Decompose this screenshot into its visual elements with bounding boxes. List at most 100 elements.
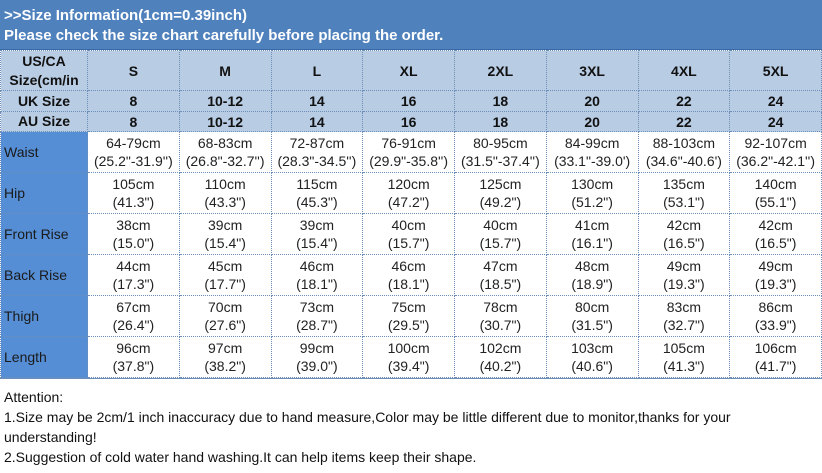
inch-value: (39.0") — [296, 358, 338, 374]
cm-value: 80cm — [575, 299, 610, 315]
measurement-cell: 80-95cm (31.5"-37.4'') — [454, 131, 547, 173]
cm-value: 38cm — [116, 217, 151, 233]
measurement-cell: 76-91cm (29.9"-35.8'') — [362, 131, 455, 173]
cm-value: 42cm — [758, 217, 793, 233]
measurement-cell: 110cm (43.3") — [178, 172, 272, 214]
measurement-row: Thigh 67cm (26.4") 70cm (27.6") 73cm (28.7") 75… — [0, 295, 822, 337]
cm-value: 42cm — [666, 217, 701, 233]
measurement-cell: 78cm (30.7") — [454, 295, 547, 337]
note-line: 2.Suggestion of cold water hand washing.… — [4, 449, 477, 465]
measurement-cell: 42cm (16.5") — [729, 213, 822, 255]
cm-value: 105cm — [112, 176, 155, 192]
cm-value: 39cm — [208, 217, 243, 233]
inch-value: (29.9"-35.8'') — [369, 153, 449, 169]
measurement-row: Back Rise 44cm (17.3") 45cm (17.7") 46cm (18.1… — [0, 254, 822, 296]
inch-value: (37.8") — [112, 358, 155, 374]
measurement-cell: 115cm (45.3") — [270, 172, 364, 214]
cm-value: 92-107cm — [744, 135, 807, 151]
inch-value: (38.2") — [204, 358, 246, 374]
size-cell: 18 — [454, 111, 547, 132]
size-cell: L — [270, 50, 364, 91]
cm-value: 102cm — [479, 340, 522, 356]
measurement-cell: 40cm (15.7") — [362, 213, 455, 255]
inch-value: (34.6"-40.6') — [645, 153, 722, 169]
measurement-label: Hip — [0, 172, 88, 214]
cm-value: 70cm — [208, 299, 243, 315]
measurement-cell: 67cm (26.4") — [87, 295, 180, 337]
cm-value: 75cm — [391, 299, 426, 315]
measurement-cell: 102cm (40.2") — [454, 336, 547, 378]
inch-value: (29.5") — [387, 317, 430, 333]
cm-value: 83cm — [666, 299, 701, 315]
inch-value: (18.1") — [387, 276, 430, 292]
inch-value: (36.2"-42.1'') — [736, 153, 816, 169]
size-cell: 5XL — [729, 50, 822, 91]
size-cell: 10-12 — [178, 90, 272, 112]
cm-value: 130cm — [571, 176, 614, 192]
inch-value: (51.2") — [571, 194, 613, 210]
inch-value: (17.7") — [204, 276, 246, 292]
size-cell: 16 — [362, 90, 455, 112]
cm-value: 48cm — [575, 258, 610, 274]
inch-value: (15.7") — [387, 235, 430, 251]
size-cell: 2XL — [454, 50, 547, 91]
cm-value: 135cm — [662, 176, 705, 192]
size-cell: 4XL — [637, 50, 731, 91]
measurement-cell: 120cm (47.2") — [362, 172, 455, 214]
inch-value: (16.5") — [754, 235, 797, 251]
measurement-cell: 84-99cm (33.1"-39.0') — [545, 131, 639, 173]
cm-value: 86cm — [758, 299, 793, 315]
inch-value: (16.1") — [571, 235, 613, 251]
inch-value: (33.1"-39.0') — [554, 153, 631, 169]
size-cell: 22 — [637, 90, 731, 112]
size-cell: 18 — [454, 90, 547, 112]
measurement-label: Length — [0, 336, 88, 378]
inch-value: (18.1") — [296, 276, 338, 292]
cm-value: 68-83cm — [197, 135, 253, 151]
inch-value: (39.4") — [387, 358, 430, 374]
inch-value: (53.1") — [663, 194, 705, 210]
cm-value: 40cm — [483, 217, 518, 233]
measurement-cell: 44cm (17.3") — [87, 254, 180, 296]
size-cell: 3XL — [545, 50, 639, 91]
measurement-row: Length 96cm (37.8") 97cm (38.2") 99cm (39.0") 1… — [0, 336, 822, 378]
measurement-cell: 72-87cm (28.3"-34.5'') — [270, 131, 364, 173]
row-label: US/CA Size(cm/in — [0, 50, 88, 91]
notes: Attention: 1.Size may be 2cm/1 inch inacc… — [0, 378, 822, 467]
measurement-cell: 100cm (39.4") — [362, 336, 455, 378]
inch-value: (26.8"-32.7'') — [185, 153, 265, 169]
cm-value: 72-87cm — [289, 135, 345, 151]
inch-value: (28.3"-34.5'') — [277, 153, 357, 169]
inch-value: (18.5") — [479, 276, 522, 292]
measurement-cell: 80cm (31.5") — [545, 295, 639, 337]
inch-value: (15.4") — [296, 235, 338, 251]
measurement-label: Back Rise — [0, 254, 88, 296]
inch-value: (40.6") — [571, 358, 613, 374]
measurement-cell: 46cm (18.1") — [362, 254, 455, 296]
measurement-cell: 39cm (15.4") — [270, 213, 364, 255]
measurement-label: Thigh — [0, 295, 88, 337]
cm-value: 78cm — [483, 299, 518, 315]
measurement-cell: 99cm (39.0") — [270, 336, 364, 378]
inch-value: (19.3") — [754, 276, 797, 292]
cm-value: 105cm — [662, 340, 705, 356]
size-info-header: >>Size Information(1cm=0.39inch) Please … — [0, 0, 822, 50]
header-line-1: >>Size Information(1cm=0.39inch) — [4, 7, 247, 24]
cm-value: 46cm — [299, 258, 334, 274]
cm-value: 76-91cm — [381, 135, 436, 151]
cm-value: 64-79cm — [106, 135, 161, 151]
inch-value: (16.5") — [663, 235, 705, 251]
cm-value: 115cm — [296, 176, 338, 192]
inch-value: (41.7") — [754, 358, 797, 374]
inch-value: (31.5"-37.4'') — [460, 153, 540, 169]
cm-value: 120cm — [387, 176, 430, 192]
row-label: UK Size — [0, 90, 88, 112]
inch-value: (47.2") — [387, 194, 430, 210]
measurement-cell: 73cm (28.7") — [270, 295, 364, 337]
cm-value: 97cm — [208, 340, 243, 356]
size-cell: 22 — [637, 111, 731, 132]
measurement-cell: 49cm (19.3") — [729, 254, 822, 296]
measurement-row: Front Rise 38cm (15.0") 39cm (15.4") 39cm (15.… — [0, 213, 822, 255]
cm-value: 39cm — [299, 217, 334, 233]
inch-value: (45.3") — [296, 194, 338, 210]
